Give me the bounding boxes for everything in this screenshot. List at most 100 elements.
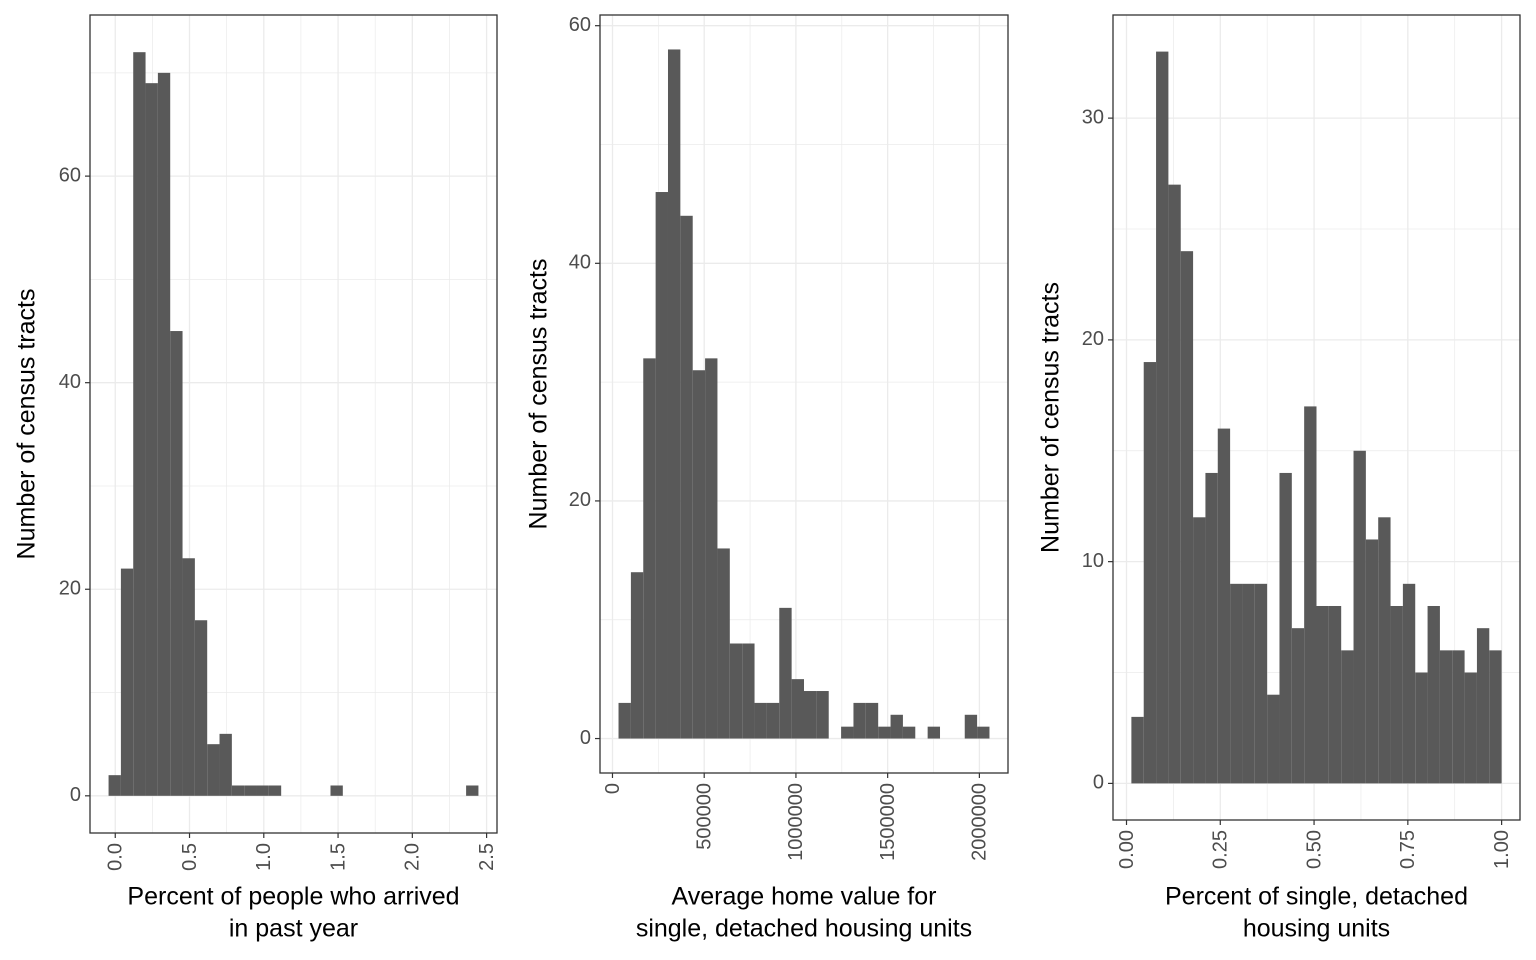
bar	[1476, 628, 1490, 784]
bar	[1390, 605, 1403, 784]
bar	[1143, 362, 1157, 784]
y-tick-label: 60	[59, 164, 81, 186]
bar	[231, 785, 245, 796]
bar	[1230, 583, 1243, 784]
x-axis-title: housing units	[1243, 915, 1390, 943]
bar	[330, 785, 343, 796]
bar	[705, 358, 718, 739]
x-tick-label: 1.0	[253, 843, 275, 871]
bar	[1156, 51, 1169, 784]
bar	[219, 733, 232, 796]
bar	[729, 643, 743, 739]
y-tick-label: 0	[1093, 772, 1104, 794]
bar	[1205, 472, 1218, 784]
x-tick-label: 1500000	[877, 783, 899, 861]
bar	[120, 568, 134, 796]
y-tick-label: 0	[70, 784, 81, 806]
bar	[194, 620, 208, 796]
bar	[1180, 251, 1194, 784]
x-tick-label: 1.00	[1491, 830, 1513, 869]
y-tick-label: 10	[1082, 550, 1104, 572]
y-tick-label: 40	[569, 252, 591, 274]
bar	[655, 192, 668, 739]
y-axis-title: Number of census tracts	[525, 259, 553, 530]
bar	[182, 558, 195, 796]
x-tick-label: 0.50	[1303, 830, 1325, 869]
y-tick-label: 40	[59, 371, 81, 393]
bar	[133, 52, 146, 796]
bar	[977, 726, 990, 739]
bar	[804, 691, 817, 739]
bar	[1415, 672, 1428, 784]
x-axis-title: Percent of people who arrived	[127, 883, 459, 911]
bar	[1304, 406, 1317, 784]
bar	[1168, 184, 1181, 784]
bar	[207, 744, 220, 796]
y-tick-label: 0	[580, 727, 591, 749]
bar	[964, 714, 978, 739]
bar	[466, 785, 479, 796]
x-tick-label: 0	[602, 783, 624, 794]
bar	[902, 726, 916, 739]
y-tick-label: 20	[59, 578, 81, 600]
bar	[1328, 605, 1342, 784]
y-axis-title: Number of census tracts	[13, 289, 41, 560]
bar	[630, 572, 644, 739]
x-tick-label: 0.00	[1116, 830, 1138, 869]
bar	[1242, 583, 1255, 784]
bar	[1489, 650, 1502, 784]
x-tick-label: 1.5	[327, 843, 349, 871]
bar	[779, 607, 792, 739]
bar	[1254, 583, 1268, 784]
bar	[643, 358, 656, 739]
bar	[1291, 628, 1305, 784]
x-axis-title: Average home value for	[672, 883, 937, 911]
x-tick-label: 2000000	[969, 783, 991, 861]
x-tick-label: 0.25	[1210, 830, 1232, 869]
bar	[1217, 428, 1231, 784]
bar	[1378, 517, 1391, 784]
x-tick-label: 2.5	[476, 843, 498, 871]
x-tick-label: 2.0	[402, 843, 424, 871]
bar	[816, 691, 829, 739]
x-tick-label: 0.0	[105, 843, 127, 871]
x-tick-label: 0.75	[1397, 830, 1419, 869]
x-axis-title: single, detached housing units	[636, 915, 972, 943]
y-tick-label: 20	[1082, 328, 1104, 350]
bar	[108, 775, 121, 796]
bar	[680, 215, 693, 739]
bar	[268, 785, 282, 796]
bar	[1427, 605, 1440, 784]
bar	[717, 548, 730, 739]
y-axis-title: Number of census tracts	[1037, 282, 1065, 553]
panel-border	[599, 14, 1009, 774]
bar	[667, 49, 681, 739]
bar	[1365, 539, 1379, 784]
bar	[1452, 650, 1465, 784]
y-tick-label: 60	[569, 14, 591, 36]
bar	[244, 785, 257, 796]
bar	[754, 702, 767, 739]
bar	[1341, 650, 1354, 784]
bar	[766, 702, 780, 739]
bar	[878, 726, 891, 739]
bar	[1464, 672, 1477, 784]
y-tick-label: 30	[1082, 106, 1104, 128]
panel-border	[89, 14, 498, 834]
bar	[742, 643, 755, 739]
x-tick-label: 0.5	[179, 843, 201, 871]
bar	[927, 726, 941, 739]
bar	[170, 331, 183, 796]
x-tick-label: 500000	[693, 783, 715, 850]
bar	[1279, 472, 1292, 784]
bar	[1267, 694, 1280, 784]
bar	[1131, 716, 1144, 784]
bar	[865, 702, 879, 739]
bar	[145, 83, 158, 796]
bar	[157, 72, 171, 796]
bar	[1439, 650, 1453, 784]
bar	[692, 370, 706, 739]
x-tick-label: 1000000	[785, 783, 807, 861]
bar	[1316, 605, 1329, 784]
